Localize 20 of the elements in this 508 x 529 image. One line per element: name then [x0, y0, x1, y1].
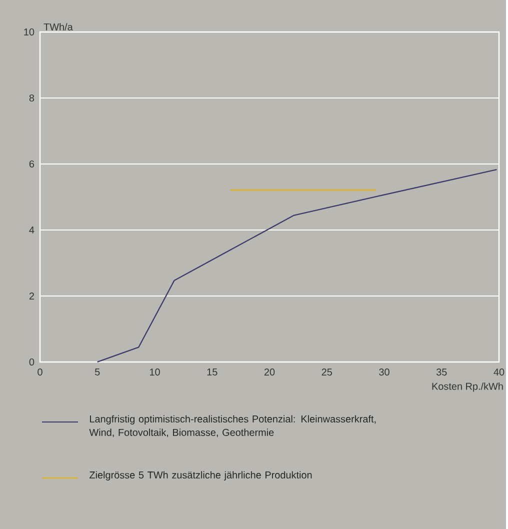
x-tick-label: 15 [207, 368, 218, 376]
legend-label: Langfristig optimistisch-realistisches Potenzial: Kleinwasserkraft, Wind, Fotovoltaik, Biomasse, Geothermie [89, 415, 376, 438]
x-tick-label: 25 [322, 368, 332, 376]
y-tick-label: 10 [24, 28, 34, 36]
legend-label: Zielgrösse 5 TWh zusätzliche jährliche Produktion [90, 471, 312, 480]
x-tick-label: 20 [264, 368, 275, 376]
x-tick-label: 5 [95, 368, 100, 376]
line-series [96, 169, 498, 363]
y-tick-label: 8 [29, 94, 34, 102]
x-tick-label: 10 [150, 368, 160, 376]
y-tick-label: 6 [30, 160, 34, 168]
x-tick-label: 40 [494, 368, 504, 376]
y-tick-label: 4 [29, 226, 34, 234]
x-axis-title: Kosten Rp./kWh [432, 382, 503, 392]
x-tick-label: 35 [436, 368, 447, 376]
y-axis-title: TWh/a [44, 23, 73, 30]
y-tick-label: 0 [29, 358, 34, 366]
x-tick-label: 30 [379, 368, 390, 376]
x-tick-label: 0 [38, 368, 42, 376]
y-tick-label: 2 [30, 292, 34, 300]
